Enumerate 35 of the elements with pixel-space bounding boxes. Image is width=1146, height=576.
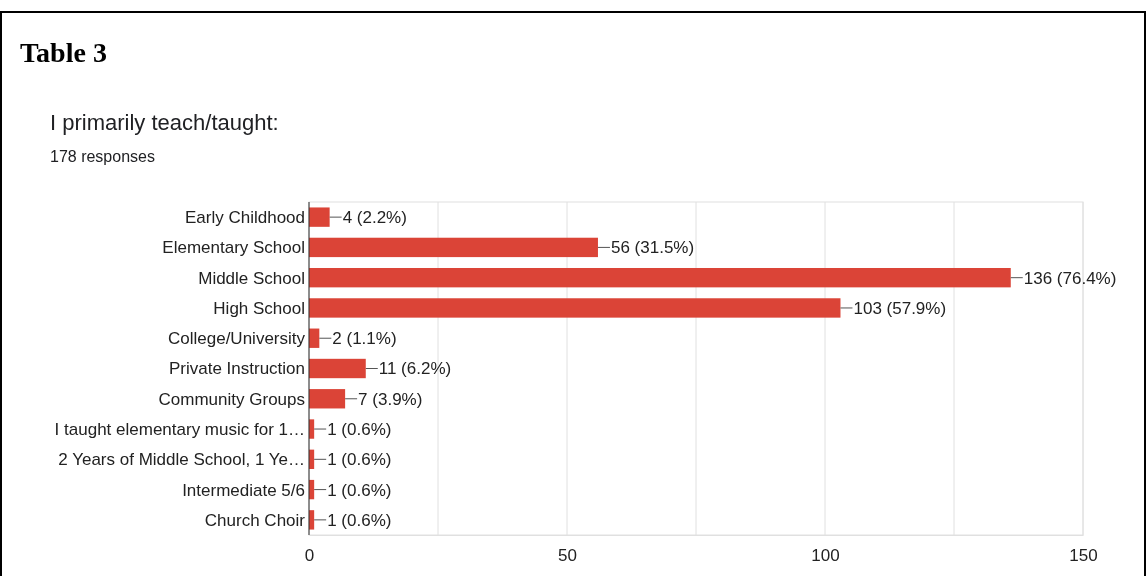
- bar: [309, 389, 346, 409]
- y-tick-label: Early Childhood: [184, 208, 305, 228]
- y-tick-label: Elementary School: [162, 238, 305, 258]
- data-label: 1 (0.6%): [327, 510, 392, 530]
- y-tick-label: Church Choir: [204, 510, 306, 530]
- data-label: 1 (0.6%): [327, 480, 392, 500]
- bar: [309, 358, 366, 379]
- bar: [309, 268, 1011, 288]
- chart-subtitle: I primarily teach/taught:: [50, 110, 279, 135]
- data-label: 136 (76.4%): [1023, 268, 1117, 288]
- data-label: 1 (0.6%): [327, 420, 392, 439]
- data-label: 56 (31.5%): [610, 238, 695, 258]
- y-tick-label: Intermediate 5/6: [182, 480, 305, 500]
- x-tick-label: 50: [558, 546, 577, 566]
- bar: [309, 207, 330, 227]
- data-label: 2 (1.1%): [332, 329, 397, 349]
- x-tick-label: 0: [304, 546, 315, 566]
- text: Table 3: [20, 37, 107, 68]
- y-tick-label: Middle School: [198, 268, 305, 288]
- x-tick-label: 100: [811, 546, 840, 566]
- y-tick-label: I taught elementary music for 1…: [54, 420, 305, 439]
- data-label: 1 (0.6%): [327, 450, 392, 470]
- data-label: 7 (3.9%): [358, 389, 423, 409]
- text: 178 responses: [50, 148, 155, 165]
- y-tick-label: 2 Years of Middle School, 1 Ye…: [58, 450, 305, 470]
- data-label: 103 (57.9%): [853, 298, 947, 318]
- y-tick-label: Community Groups: [158, 389, 305, 409]
- y-tick-label: High School: [213, 298, 305, 318]
- x-tick-label: 150: [1069, 546, 1098, 566]
- bar: [309, 298, 841, 318]
- bar: [309, 237, 598, 258]
- data-label: 4 (2.2%): [342, 208, 407, 228]
- data-label: 11 (6.2%): [378, 359, 452, 379]
- y-tick-label: Private Instruction: [168, 359, 305, 379]
- y-tick-label: College/University: [168, 329, 306, 349]
